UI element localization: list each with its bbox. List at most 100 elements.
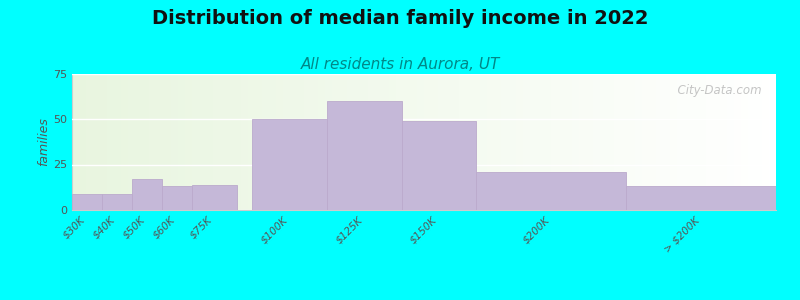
Bar	[438, 74, 445, 210]
Bar	[656, 74, 663, 210]
Bar	[628, 74, 635, 210]
Text: All residents in Aurora, UT: All residents in Aurora, UT	[300, 57, 500, 72]
Bar	[72, 194, 102, 210]
Bar	[635, 74, 642, 210]
Bar	[213, 74, 220, 210]
Bar	[276, 74, 283, 210]
Bar	[650, 74, 656, 210]
Bar	[262, 74, 269, 210]
Bar	[558, 74, 565, 210]
Bar	[431, 74, 438, 210]
Bar	[185, 74, 192, 210]
Bar	[502, 74, 509, 210]
Bar	[670, 74, 678, 210]
Bar	[607, 74, 614, 210]
Bar	[748, 74, 755, 210]
Bar	[734, 74, 741, 210]
Bar	[600, 74, 607, 210]
Bar	[769, 74, 776, 210]
Bar	[509, 74, 515, 210]
Text: Distribution of median family income in 2022: Distribution of median family income in …	[152, 9, 648, 28]
Bar	[374, 74, 382, 210]
Bar	[142, 74, 150, 210]
Bar	[572, 74, 579, 210]
Bar	[311, 74, 318, 210]
Bar	[537, 74, 544, 210]
Bar	[755, 74, 762, 210]
Bar	[706, 74, 713, 210]
Bar	[642, 74, 650, 210]
Bar	[283, 74, 290, 210]
Bar	[72, 74, 79, 210]
Bar	[163, 74, 170, 210]
Bar	[298, 74, 304, 210]
Bar	[290, 74, 298, 210]
Bar	[304, 74, 311, 210]
Bar	[107, 74, 114, 210]
Bar	[565, 74, 572, 210]
Bar	[586, 74, 593, 210]
Bar	[361, 74, 368, 210]
Bar	[720, 74, 726, 210]
Bar	[389, 74, 396, 210]
Bar	[396, 74, 403, 210]
Bar	[445, 74, 452, 210]
Bar	[487, 74, 494, 210]
Bar	[79, 74, 86, 210]
Bar	[162, 186, 192, 210]
Bar	[466, 74, 474, 210]
Bar	[494, 74, 502, 210]
Bar	[132, 179, 162, 210]
Bar	[579, 74, 586, 210]
Bar	[459, 74, 466, 210]
Bar	[252, 119, 326, 210]
Bar	[102, 194, 132, 210]
Bar	[698, 74, 706, 210]
Bar	[206, 74, 213, 210]
Bar	[192, 74, 198, 210]
Bar	[227, 74, 234, 210]
Bar	[157, 74, 163, 210]
Bar	[480, 74, 487, 210]
Bar	[114, 74, 122, 210]
Bar	[248, 74, 255, 210]
Bar	[474, 74, 480, 210]
Bar	[382, 74, 389, 210]
Bar	[220, 74, 227, 210]
Bar	[135, 74, 142, 210]
Bar	[477, 172, 626, 210]
Bar	[318, 74, 326, 210]
Bar	[530, 74, 537, 210]
Bar	[691, 74, 698, 210]
Bar	[417, 74, 424, 210]
Bar	[550, 74, 558, 210]
Bar	[678, 74, 685, 210]
Bar	[522, 74, 530, 210]
Bar	[424, 74, 431, 210]
Bar	[128, 74, 135, 210]
Bar	[685, 74, 691, 210]
Bar	[93, 74, 100, 210]
Bar	[269, 74, 276, 210]
Bar	[234, 74, 241, 210]
Bar	[198, 74, 206, 210]
Bar	[326, 74, 333, 210]
Bar	[515, 74, 522, 210]
Bar	[354, 74, 361, 210]
Bar	[402, 121, 477, 210]
Text: City-Data.com: City-Data.com	[670, 84, 762, 98]
Bar	[122, 74, 128, 210]
Bar	[762, 74, 769, 210]
Bar	[339, 74, 346, 210]
Bar	[614, 74, 621, 210]
Bar	[621, 74, 628, 210]
Y-axis label: families: families	[38, 117, 50, 166]
Bar	[150, 74, 157, 210]
Bar	[86, 74, 93, 210]
Bar	[178, 74, 185, 210]
Bar	[663, 74, 670, 210]
Bar	[346, 74, 354, 210]
Bar	[713, 74, 720, 210]
Bar	[100, 74, 107, 210]
Bar	[241, 74, 248, 210]
